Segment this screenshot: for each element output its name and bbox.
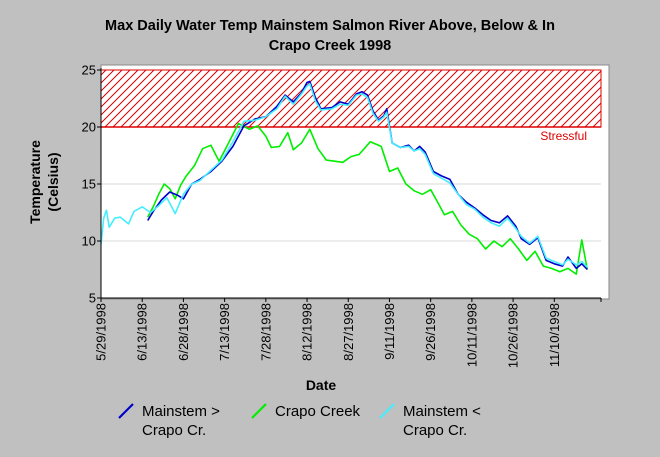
x-tick-label-0: 5/29/1998	[94, 303, 109, 361]
y-tick-label-2: 15	[82, 177, 96, 192]
y-axis-title-line-2: (Celsius)	[45, 152, 61, 211]
series-line-2	[100, 82, 588, 268]
legend-label-0-0: Mainstem >	[142, 403, 220, 420]
y-tick-label-4: 25	[82, 63, 96, 78]
y-axis-ticks: 5 10 15 20 25	[82, 63, 101, 306]
legend-swatch-2	[379, 403, 395, 419]
series-lines	[100, 80, 589, 275]
axes	[100, 68, 601, 299]
x-tick-label-8: 9/26/1998	[423, 303, 438, 361]
x-tick-label-5: 8/12/1998	[300, 303, 315, 361]
x-tick-label-9: 10/11/1998	[464, 303, 479, 367]
legend-swatch-1	[251, 403, 267, 419]
y-tick-label-1: 10	[82, 234, 96, 249]
x-tick-label-7: 9/11/1998	[382, 303, 397, 360]
stressful-label: Stressful	[540, 129, 587, 143]
y-tick-label-3: 20	[82, 120, 96, 135]
x-axis-ticks: 5/29/1998 6/13/1998 6/28/1998 7/13/1998 7/28…	[94, 298, 602, 368]
legend-label-2-1: Crapo Cr.	[403, 422, 467, 439]
x-tick-label-3: 7/13/1998	[217, 303, 232, 361]
x-tick-label-2: 6/28/1998	[176, 303, 191, 361]
x-tick-label-4: 7/28/1998	[258, 303, 273, 361]
legend-label-1-0: Crapo Creek	[275, 403, 361, 420]
legend-label-2-0: Mainstem <	[403, 403, 481, 420]
stressful-band	[100, 69, 602, 128]
chart-title-line-2: Crapo Creek 1998	[269, 38, 392, 54]
x-tick-label-6: 8/27/1998	[341, 303, 356, 361]
stressful-zone: Stressful	[100, 69, 602, 143]
y-tick-label-0: 5	[89, 291, 96, 306]
x-tick-label-10: 10/26/1998	[506, 303, 521, 368]
legend-swatch-0	[118, 403, 134, 419]
legend-label-0-1: Crapo Cr.	[142, 422, 206, 439]
x-axis-title: Date	[306, 377, 337, 393]
x-tick-label-1: 6/13/1998	[135, 303, 150, 361]
chart-title-line-1: Max Daily Water Temp Mainstem Salmon Riv…	[105, 18, 555, 34]
legend: Mainstem > Crapo Cr. Crapo Creek Mainstem <…	[118, 403, 481, 439]
x-tick-label-11: 11/10/1998	[547, 303, 562, 367]
series-line-1	[146, 122, 589, 275]
y-axis-title-line-1: Temperature	[27, 140, 43, 224]
